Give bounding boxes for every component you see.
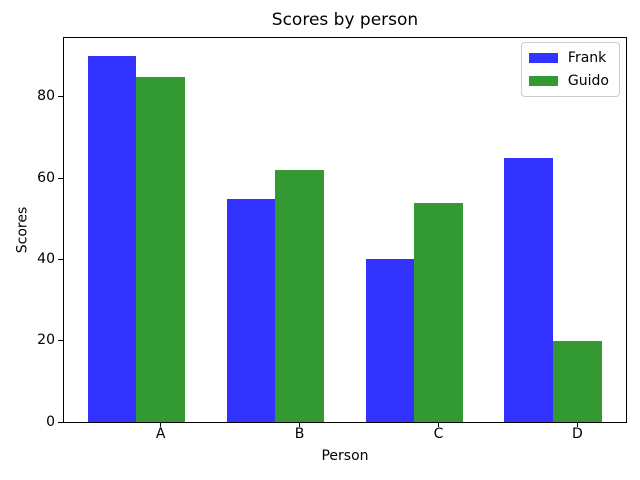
y-tick-label: 40 — [37, 250, 55, 267]
x-tick-label: A — [155, 426, 166, 442]
y-tick-mark — [57, 177, 63, 179]
x-tick-label: C — [433, 426, 444, 442]
bar-frank-b — [226, 198, 276, 422]
y-tick-label: 60 — [37, 169, 55, 186]
y-tick-mark — [57, 421, 63, 423]
legend: Frank Guido — [520, 42, 620, 97]
y-tick-label: 20 — [37, 332, 55, 349]
legend-label: Guido — [567, 73, 609, 89]
y-tick-mark — [57, 96, 63, 98]
bar-guido-a — [136, 76, 186, 422]
bar-frank-a — [87, 56, 137, 422]
legend-swatch-guido — [528, 76, 558, 86]
x-tick-mark — [299, 422, 301, 427]
x-tick-mark — [160, 422, 162, 427]
bar-guido-d — [553, 340, 602, 422]
x-tick-label: D — [571, 426, 583, 442]
y-tick-label: 0 — [46, 413, 55, 430]
x-tick-label: B — [294, 426, 305, 442]
plot-area — [62, 37, 627, 423]
legend-entry-guido: Guido — [528, 73, 609, 89]
y-tick-mark — [57, 258, 63, 260]
bar-frank-d — [504, 157, 554, 422]
legend-entry-frank: Frank — [528, 50, 609, 66]
legend-swatch-frank — [528, 53, 558, 63]
chart-title: Scores by person — [271, 10, 419, 30]
bar-guido-b — [275, 170, 324, 422]
y-axis-label: Scores — [14, 206, 31, 254]
y-tick-label: 80 — [37, 88, 55, 105]
y-tick-mark — [57, 340, 63, 342]
legend-label: Frank — [567, 50, 607, 66]
x-axis-label: Person — [321, 448, 369, 464]
x-tick-mark — [576, 422, 578, 427]
x-tick-mark — [438, 422, 439, 427]
bar-guido-c — [414, 202, 463, 422]
bar-frank-c — [365, 259, 415, 422]
